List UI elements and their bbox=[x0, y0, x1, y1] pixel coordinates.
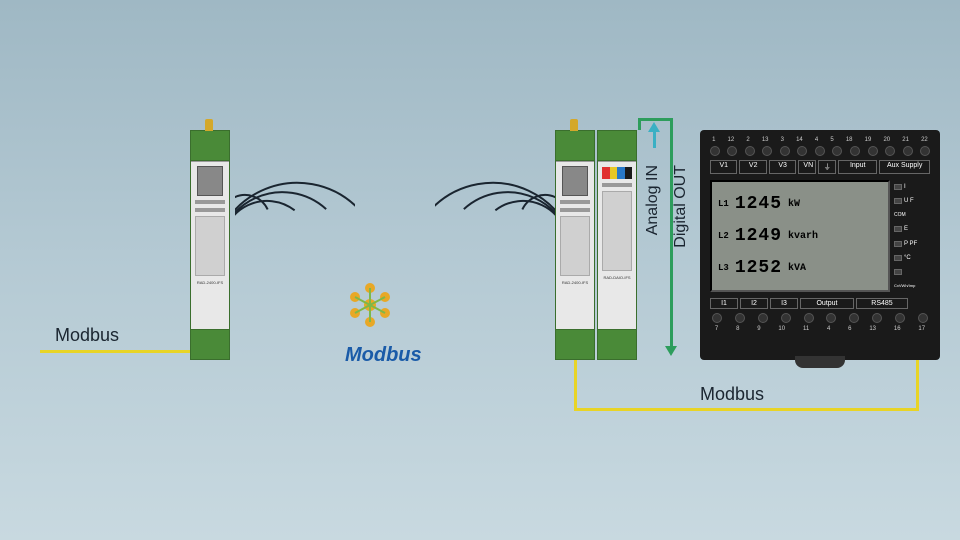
digital-out-label: Digital OUT bbox=[672, 165, 690, 248]
meter-top-terminal-numbers: 112213314451819202122 bbox=[706, 136, 934, 144]
io-module-right-2: RAD-DAIO-IFS bbox=[597, 130, 637, 360]
meter-top-categories: V1V2V3VN⏚InputAux Supply bbox=[706, 158, 934, 176]
antenna-icon bbox=[205, 119, 213, 131]
wireless-module-right-1: RAD-2400-IFS bbox=[555, 130, 595, 360]
modbus-logo-text: Modbus bbox=[345, 344, 422, 366]
analog-in-label: Analog IN bbox=[644, 165, 662, 235]
meter-mount-foot bbox=[795, 356, 845, 368]
modbus-label-bottom: Modbus bbox=[700, 384, 764, 405]
antenna-icon bbox=[570, 119, 578, 131]
wireless-waves-left bbox=[235, 180, 355, 310]
meter-top-terminals bbox=[706, 144, 934, 158]
modbus-label-left: Modbus bbox=[55, 325, 119, 346]
modbus-line-bottom-v1 bbox=[574, 360, 577, 410]
meter-bottom-terminal-numbers: 789101146131617 bbox=[706, 325, 934, 333]
digital-out-line-v2 bbox=[638, 118, 641, 130]
meter-lcd-display: L11245kWL21249kvarhL31252kVA bbox=[710, 180, 890, 292]
meter-side-buttons: I U F COM E P PF °C CxVWh/Imp bbox=[894, 180, 930, 292]
meter-bottom-terminals bbox=[706, 311, 934, 325]
modbus-logo: Modbus bbox=[345, 280, 465, 330]
modbus-line-bottom-v2 bbox=[916, 360, 919, 410]
meter-bottom-categories: I1I2I3OutputRS485 bbox=[706, 296, 934, 311]
analog-in-arrow bbox=[648, 122, 660, 132]
modbus-line-bottom-h bbox=[574, 408, 919, 411]
wireless-module-left: RAD-2400-IFS bbox=[190, 130, 230, 360]
digital-out-arrow bbox=[665, 346, 677, 356]
power-meter: 112213314451819202122 V1V2V3VN⏚InputAux … bbox=[700, 130, 940, 360]
modbus-line-left bbox=[40, 350, 190, 353]
